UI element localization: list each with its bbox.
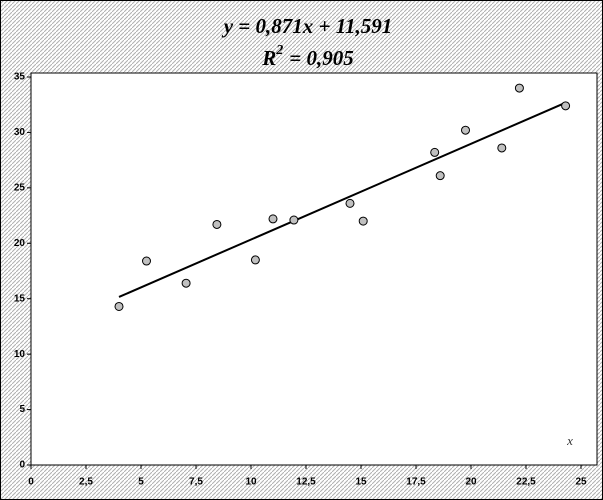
chart-title: y = 0,871x + 11,591 [221,14,393,38]
x-tick-label: 15 [355,477,367,488]
y-tick-label: 0 [19,460,25,471]
x-tick-label: 25 [575,477,587,488]
point [561,101,571,111]
x-tick-label: 5 [138,477,144,488]
point [358,216,368,226]
point [514,83,524,93]
x-tick-label: 17,5 [406,477,426,488]
x-tick-label: 7,5 [189,477,203,488]
trend-line [118,101,566,298]
x-tick-label: 20 [465,477,477,488]
point [142,256,151,266]
y-tick-label: 25 [14,182,26,193]
y-tick-label: 5 [19,404,25,415]
point [345,198,355,208]
point [268,214,278,224]
x-tick-label: 0 [28,477,34,488]
point [461,125,470,135]
point [181,278,191,288]
superscript: 2 [275,43,283,58]
r-value: = 0,905 [289,46,353,70]
y-tick-label: 20 [14,238,26,249]
y-tick-label: 10 [14,349,26,360]
x-tick-label: 22,5 [516,477,536,488]
point [212,219,222,229]
r-symbol: R [261,46,276,70]
chart-subtitle: R2 = 0,905 [261,43,353,70]
y-tick-label: 15 [14,293,26,304]
x-tick-label: 2,5 [79,477,93,488]
y-tick-label: 35 [14,72,26,83]
point [497,143,507,153]
plot-area [30,72,598,466]
point [435,171,445,181]
x-axis-label: x [566,433,573,448]
point [430,147,440,157]
point [250,255,260,265]
x-tick-label: 12,5 [296,477,316,488]
point [114,301,124,311]
x-tick-label: 10 [245,477,257,488]
y-tick-label: 30 [14,127,26,138]
point [289,215,299,225]
